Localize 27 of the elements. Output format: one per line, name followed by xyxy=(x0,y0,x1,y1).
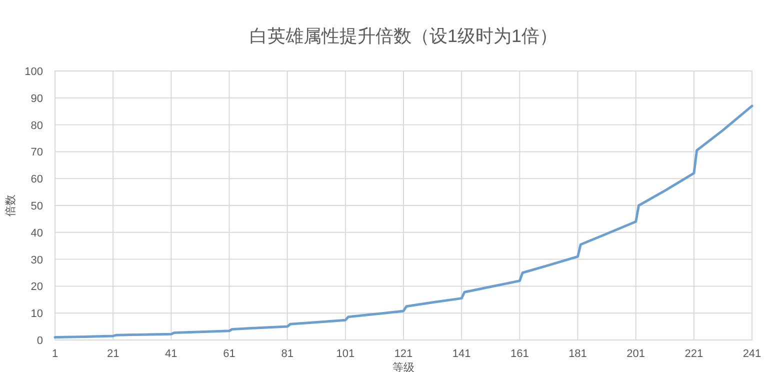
y-tick-label: 60 xyxy=(30,174,43,186)
x-tick-label: 161 xyxy=(510,348,529,360)
chart-title: 白英雄属性提升倍数（设1级时为1倍） xyxy=(249,26,558,46)
x-tick-label: 181 xyxy=(568,348,587,360)
y-tick-label: 10 xyxy=(30,308,43,320)
y-tick-label: 70 xyxy=(30,146,43,159)
y-tick-label: 30 xyxy=(30,254,43,266)
x-tick-label: 221 xyxy=(684,348,704,360)
y-tick-label: 100 xyxy=(24,66,43,78)
x-tick-label: 121 xyxy=(394,348,413,360)
x-tick-label: 241 xyxy=(742,348,762,360)
y-tick-label: 80 xyxy=(30,120,43,132)
x-tick-label: 21 xyxy=(106,348,120,360)
x-tick-label: 81 xyxy=(281,348,294,360)
x-tick-label: 141 xyxy=(452,348,471,360)
y-tick-label: 90 xyxy=(30,92,43,105)
x-tick-label: 61 xyxy=(223,348,236,360)
y-tick-label: 0 xyxy=(36,335,43,347)
x-tick-label: 101 xyxy=(336,348,355,360)
line-series xyxy=(54,104,754,339)
y-tick-label: 40 xyxy=(30,227,43,240)
y-axis-title: 倍数 xyxy=(4,194,17,216)
y-tick-label: 20 xyxy=(30,281,43,294)
x-tick-label: 1 xyxy=(52,348,58,360)
y-tick-label: 50 xyxy=(30,200,43,212)
x-tick-label: 41 xyxy=(165,348,178,360)
x-tick-label: 201 xyxy=(626,348,646,360)
